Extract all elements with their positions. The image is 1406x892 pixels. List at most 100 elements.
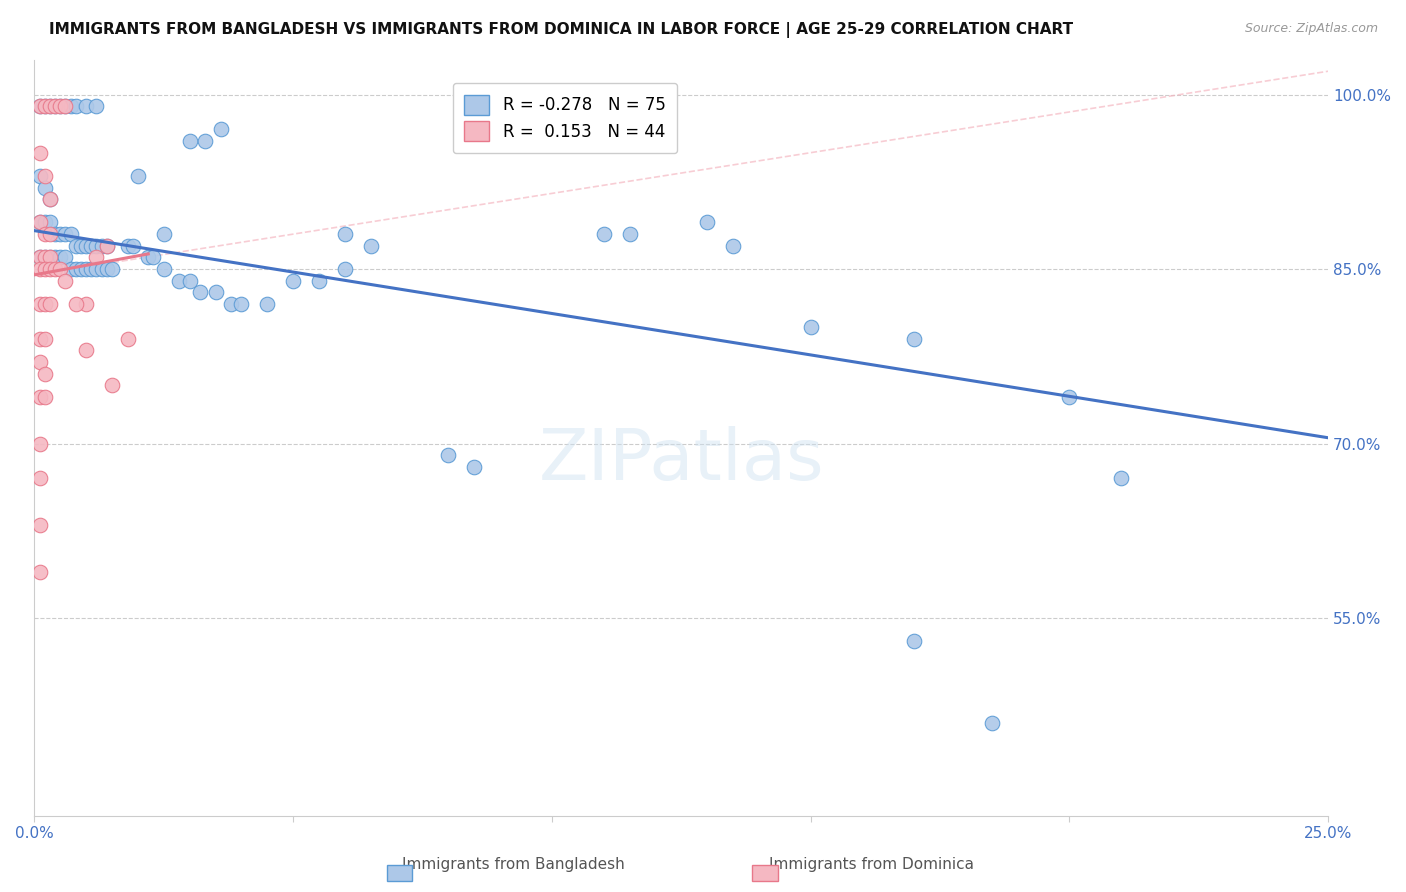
Text: IMMIGRANTS FROM BANGLADESH VS IMMIGRANTS FROM DOMINICA IN LABOR FORCE | AGE 25-2: IMMIGRANTS FROM BANGLADESH VS IMMIGRANTS… [49, 22, 1073, 38]
Point [44, 99, 66, 113]
Point [28, 215, 51, 229]
Point [256, 297, 278, 311]
Point [34, 251, 56, 265]
Point [38, 215, 60, 229]
Point [209, 122, 232, 136]
Point [101, 262, 124, 277]
Point [34, 262, 56, 277]
Point [38, 297, 60, 311]
Point [28, 390, 51, 404]
Point [194, 134, 217, 148]
Point [28, 169, 51, 183]
Point [70, 239, 93, 253]
Point [179, 134, 201, 148]
Point [34, 390, 56, 404]
Point [34, 332, 56, 346]
Point [55, 251, 77, 265]
Point [96, 239, 118, 253]
Point [44, 262, 66, 277]
Point [70, 262, 93, 277]
Point [38, 192, 60, 206]
Point [437, 448, 460, 462]
Point [28, 297, 51, 311]
Point [59, 227, 82, 241]
Point [38, 251, 60, 265]
Point [28, 436, 51, 450]
Point [75, 99, 97, 113]
Point [59, 262, 82, 277]
Point [188, 285, 211, 300]
Point [34, 99, 56, 113]
Point [980, 715, 1002, 730]
Point [28, 99, 51, 113]
Point [49, 99, 72, 113]
Point [65, 262, 87, 277]
Point [1059, 390, 1081, 404]
Point [179, 274, 201, 288]
Point [49, 99, 72, 113]
Point [75, 239, 97, 253]
Point [281, 274, 304, 288]
Point [117, 332, 139, 346]
Point [86, 99, 108, 113]
Point [204, 285, 226, 300]
Point [34, 215, 56, 229]
Point [463, 459, 485, 474]
Point [28, 262, 51, 277]
Point [75, 297, 97, 311]
Point [28, 251, 51, 265]
Point [65, 99, 87, 113]
Point [55, 99, 77, 113]
Point [49, 251, 72, 265]
Point [38, 99, 60, 113]
Point [28, 99, 51, 113]
Point [152, 262, 174, 277]
Point [231, 297, 253, 311]
Point [903, 634, 925, 648]
Point [34, 297, 56, 311]
Point [38, 262, 60, 277]
Point [1109, 471, 1132, 485]
Point [28, 332, 51, 346]
Point [55, 274, 77, 288]
Point [38, 99, 60, 113]
Point [34, 169, 56, 183]
Point [38, 251, 60, 265]
Point [34, 227, 56, 241]
Point [38, 227, 60, 241]
Point [101, 378, 124, 392]
Point [86, 262, 108, 277]
Point [75, 343, 97, 358]
Point [127, 169, 149, 183]
Text: ZIPatlas: ZIPatlas [538, 426, 824, 495]
Point [28, 565, 51, 579]
Point [333, 262, 356, 277]
Point [38, 192, 60, 206]
Point [219, 297, 242, 311]
Point [34, 251, 56, 265]
Point [696, 215, 718, 229]
Point [96, 239, 118, 253]
Legend: R = -0.278   N = 75, R =  0.153   N = 44: R = -0.278 N = 75, R = 0.153 N = 44 [453, 83, 678, 153]
Point [55, 99, 77, 113]
Point [121, 239, 143, 253]
Point [903, 332, 925, 346]
Point [28, 355, 51, 369]
Point [117, 239, 139, 253]
Point [34, 180, 56, 194]
Point [619, 227, 641, 241]
Point [169, 274, 191, 288]
Point [28, 518, 51, 533]
Point [49, 227, 72, 241]
Point [592, 227, 614, 241]
Point [59, 99, 82, 113]
Point [44, 99, 66, 113]
Point [142, 251, 165, 265]
Text: Immigrants from Bangladesh: Immigrants from Bangladesh [402, 857, 624, 872]
Point [721, 239, 744, 253]
Text: Source: ZipAtlas.com: Source: ZipAtlas.com [1244, 22, 1378, 36]
Point [800, 320, 823, 334]
Point [136, 251, 159, 265]
Point [86, 239, 108, 253]
Point [360, 239, 382, 253]
